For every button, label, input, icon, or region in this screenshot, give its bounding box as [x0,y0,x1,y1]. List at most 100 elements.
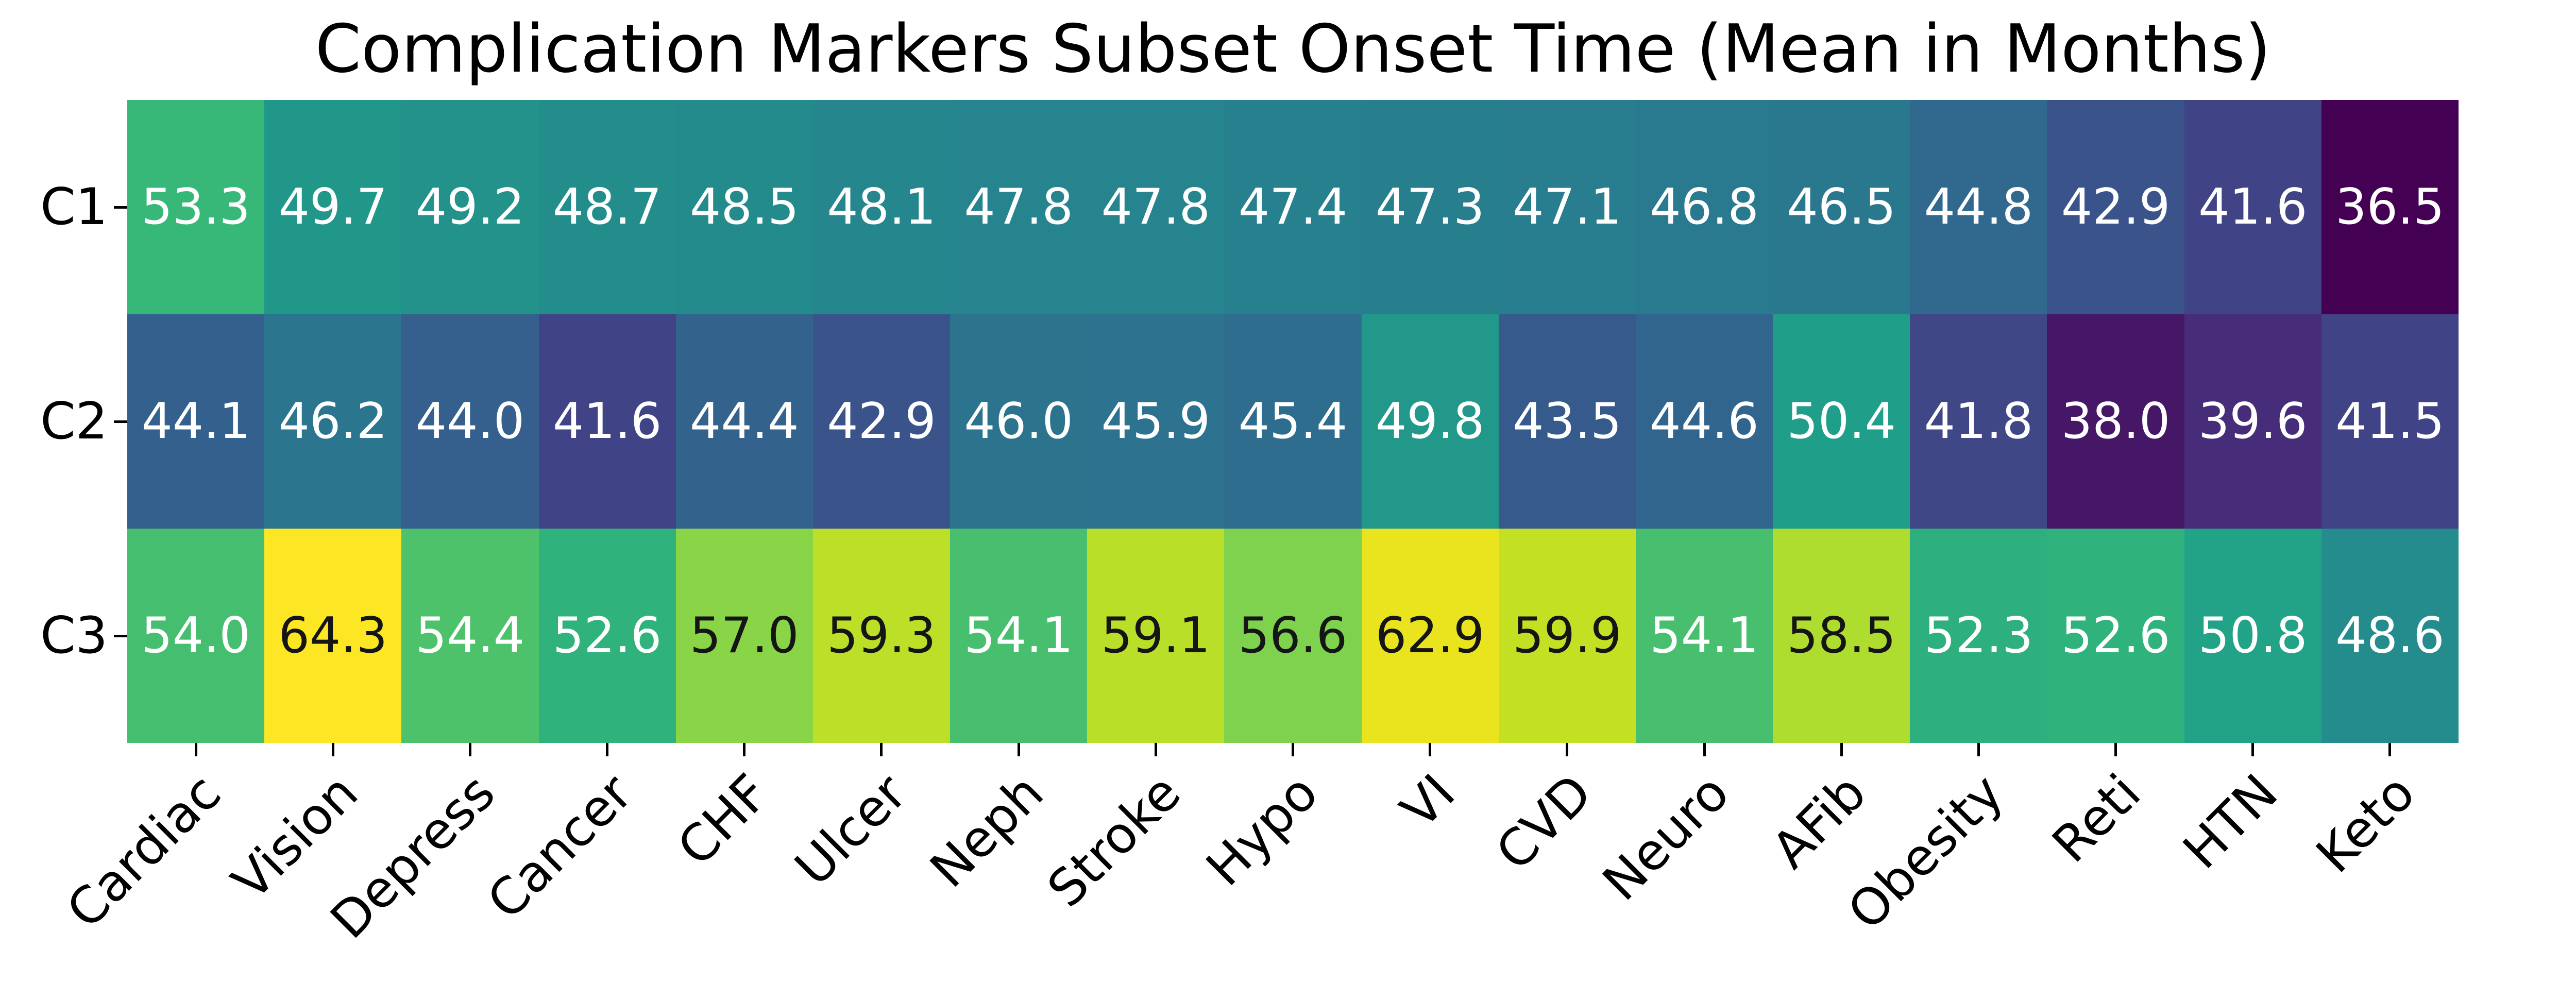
cell-value-label: 49.8 [1375,393,1485,450]
y-axis-label-C3: C3 [40,606,108,665]
heatmap-cell-C1-Keto: 36.5 [2321,100,2459,314]
heatmap-cell-C3-Ulcer: 59.3 [812,529,951,743]
heatmap-cell-C3-Vision: 64.3 [264,529,402,743]
heatmap-cell-C1-CVD: 47.1 [1498,100,1636,314]
cell-value-label: 45.9 [1101,393,1211,450]
cell-value-label: 41.6 [552,393,662,450]
heatmap-cell-C3-Cancer: 52.6 [538,529,676,743]
axis-tick [194,743,197,756]
heatmap-cell-C3-CHF: 57.0 [675,529,813,743]
axis-tick [114,634,127,637]
cell-value-label: 44.0 [415,393,525,450]
cell-value-label: 46.5 [1787,178,1896,235]
heatmap-cell-C1-Stroke: 47.8 [1087,100,1225,314]
cell-value-label: 54.1 [1650,607,1759,664]
cell-value-label: 38.0 [2061,393,2171,450]
x-axis-label-Reti: Reti [2041,763,2152,874]
heatmap-cell-C2-Vision: 46.2 [264,314,402,529]
x-axis-label-Cancer: Cancer [476,763,643,931]
axis-tick [2251,743,2255,756]
y-axis-label-C1: C1 [40,178,108,236]
heatmap-cell-C2-Depress: 44.0 [401,314,539,529]
cell-value-label: 50.4 [1787,393,1896,450]
cell-value-label: 47.3 [1375,178,1485,235]
cell-value-label: 45.4 [1238,393,1348,450]
heatmap-cell-C2-Keto: 41.5 [2321,314,2459,529]
heatmap-cell-C1-VI: 47.3 [1361,100,1499,314]
x-axis-label-CHF: CHF [667,763,781,877]
x-axis-label-CVD: CVD [1485,763,1604,882]
heatmap-cell-C3-HTN: 50.8 [2184,529,2321,743]
axis-tick [114,206,127,209]
cell-value-label: 42.9 [2061,178,2171,235]
heatmap-cell-C1-Cancer: 48.7 [538,100,676,314]
heatmap-cell-C3-Cardiac: 54.0 [127,529,265,743]
cell-value-label: 47.4 [1238,178,1348,235]
x-axis-label-Keto: Keto [2305,763,2427,885]
cell-value-label: 47.8 [1101,178,1211,235]
heatmap-cell-C2-Cardiac: 44.1 [127,314,265,529]
cell-value-label: 54.1 [964,607,1073,664]
x-axis-label-Stroke: Stroke [1037,763,1192,919]
axis-tick [114,420,127,423]
cell-value-label: 54.4 [415,607,525,664]
axis-tick [1840,743,1843,756]
axis-tick [880,743,883,756]
axis-tick [743,743,746,756]
axis-tick [1429,743,1432,756]
heatmap-cell-C2-Obesity: 41.8 [1910,314,2047,529]
axis-tick [1154,743,1157,756]
axis-tick [1292,743,1294,756]
heatmap-cell-C2-Hypo: 45.4 [1224,314,1362,529]
cell-value-label: 50.8 [2198,607,2308,664]
cell-value-label: 57.0 [690,607,799,664]
heatmap-cell-C2-CHF: 44.4 [675,314,813,529]
heatmap-cell-C1-HTN: 41.6 [2184,100,2321,314]
heatmap-cell-C2-Ulcer: 42.9 [812,314,951,529]
heatmap-grid: 53.3 49.7 49.2 48.7 48.5 48.1 47.8 47.8 47.4 47.3… [127,100,2459,743]
heatmap-cell-C3-Depress: 54.4 [401,529,539,743]
heatmap-cell-C1-Depress: 49.2 [401,100,539,314]
heatmap-cell-C2-Stroke: 45.9 [1087,314,1225,529]
x-axis-label-Hypo: Hypo [1195,763,1329,898]
cell-value-label: 47.8 [964,178,1073,235]
heatmap-cell-C2-Reti: 38.0 [2047,314,2184,529]
axis-tick [1566,743,1569,756]
axis-tick [1703,743,1706,756]
cell-value-label: 52.3 [1924,607,2033,664]
cell-value-label: 46.8 [1650,178,1759,235]
heatmap-cell-C1-Neph: 47.8 [950,100,1088,314]
heatmap-cell-C1-Obesity: 44.8 [1910,100,2047,314]
cell-value-label: 48.1 [827,178,936,235]
cell-value-label: 58.5 [1787,607,1896,664]
heatmap-cell-C3-CVD: 59.9 [1498,529,1636,743]
heatmap-cell-C3-Hypo: 56.6 [1224,529,1362,743]
cell-value-label: 59.3 [827,607,936,664]
cell-value-label: 43.5 [1513,393,1622,450]
x-axis-label-Obesity: Obesity [1837,763,2015,942]
heatmap-cell-C3-Keto: 48.6 [2321,529,2459,743]
heatmap-cell-C1-CHF: 48.5 [675,100,813,314]
x-axis-label-Ulcer: Ulcer [784,763,918,898]
cell-value-label: 44.1 [141,393,250,450]
cell-value-label: 59.9 [1513,607,1622,664]
chart-title: Complication Markers Subset Onset Time (… [315,11,2271,88]
cell-value-label: 49.7 [278,178,388,235]
cell-value-label: 52.6 [552,607,662,664]
axis-tick [468,743,471,756]
cell-value-label: 47.1 [1513,178,1622,235]
heatmap-cell-C1-AFib: 46.5 [1773,100,1910,314]
heatmap-cell-C2-Cancer: 41.6 [538,314,676,529]
x-axis-label-Neuro: Neuro [1591,763,1741,912]
x-axis-label-Neph: Neph [919,763,1055,899]
heatmap-cell-C2-Neuro: 44.6 [1635,314,1773,529]
cell-value-label: 41.6 [2198,178,2308,235]
heatmap-cell-C3-Neuro: 54.1 [1635,529,1773,743]
cell-value-label: 62.9 [1375,607,1485,664]
axis-tick [1977,743,1980,756]
heatmap-cell-C3-AFib: 58.5 [1773,529,1910,743]
cell-value-label: 53.3 [141,178,250,235]
cell-value-label: 39.6 [2198,393,2308,450]
heatmap-cell-C1-Vision: 49.7 [264,100,402,314]
